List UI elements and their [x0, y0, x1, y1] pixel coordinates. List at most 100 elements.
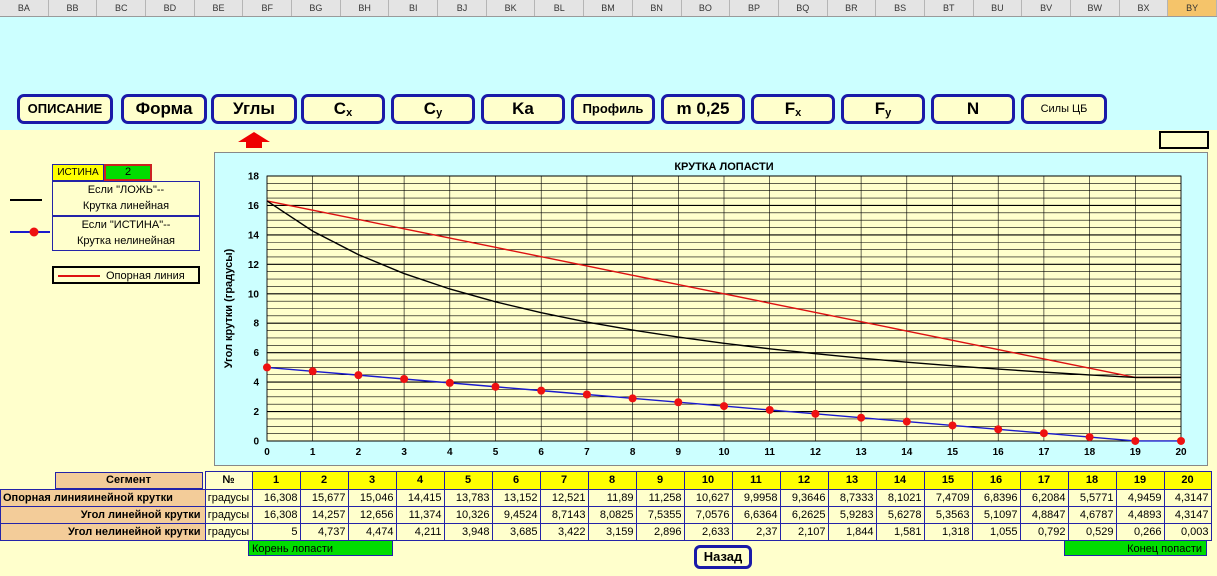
- table-cell[interactable]: 7,5355: [635, 505, 685, 524]
- table-cell[interactable]: 1,844: [827, 522, 877, 541]
- column-header-BO[interactable]: BO: [682, 0, 731, 16]
- nav-button-n[interactable]: N: [931, 94, 1015, 124]
- column-header-BS[interactable]: BS: [876, 0, 925, 16]
- column-header-BR[interactable]: BR: [828, 0, 877, 16]
- flag-value-cell[interactable]: 2: [104, 164, 152, 181]
- table-cell[interactable]: 7,4709: [923, 488, 973, 507]
- column-header-BV[interactable]: BV: [1022, 0, 1071, 16]
- table-cell[interactable]: 1,055: [971, 522, 1021, 541]
- table-cell[interactable]: 4,6787: [1067, 505, 1117, 524]
- table-cell[interactable]: 2,633: [683, 522, 733, 541]
- table-cell[interactable]: 9,9958: [731, 488, 781, 507]
- table-cell[interactable]: 4,737: [299, 522, 349, 541]
- table-cell[interactable]: 4,474: [347, 522, 397, 541]
- table-cell[interactable]: 4,211: [395, 522, 445, 541]
- column-header-BL[interactable]: BL: [535, 0, 585, 16]
- table-cell[interactable]: 6,2625: [779, 505, 829, 524]
- table-cell[interactable]: 4,3147: [1163, 488, 1212, 507]
- column-header-BE[interactable]: BE: [195, 0, 244, 16]
- table-cell[interactable]: 3,159: [587, 522, 637, 541]
- table-cell[interactable]: 8,0825: [587, 505, 637, 524]
- column-header-BP[interactable]: BP: [730, 0, 779, 16]
- column-header-BJ[interactable]: BJ: [438, 0, 487, 16]
- table-cell[interactable]: 10,627: [683, 488, 733, 507]
- table-cell[interactable]: 3,685: [491, 522, 541, 541]
- table-cell[interactable]: 10,326: [443, 505, 493, 524]
- table-cell[interactable]: 4,9459: [1115, 488, 1165, 507]
- table-cell[interactable]: 14,257: [299, 505, 349, 524]
- table-cell[interactable]: 5,9283: [827, 505, 877, 524]
- column-header-BI[interactable]: BI: [389, 0, 439, 16]
- table-cell[interactable]: 13,783: [443, 488, 493, 507]
- nav-button-m025[interactable]: m 0,25: [661, 94, 745, 124]
- table-cell[interactable]: 1,581: [875, 522, 925, 541]
- table-cell[interactable]: 11,89: [587, 488, 637, 507]
- column-header-BX[interactable]: BX: [1120, 0, 1169, 16]
- column-header-BF[interactable]: BF: [243, 0, 293, 16]
- column-header-BY[interactable]: BY: [1168, 0, 1217, 16]
- table-cell[interactable]: 7,0576: [683, 505, 733, 524]
- column-header-BB[interactable]: BB: [49, 0, 98, 16]
- nav-button-fy[interactable]: Fy: [841, 94, 925, 124]
- table-cell[interactable]: 4,4893: [1115, 505, 1165, 524]
- table-cell[interactable]: 0,529: [1067, 522, 1117, 541]
- column-header-BC[interactable]: BC: [97, 0, 147, 16]
- nav-button-fx[interactable]: Fx: [751, 94, 835, 124]
- table-cell[interactable]: 15,046: [347, 488, 397, 507]
- table-cell[interactable]: 5: [251, 522, 301, 541]
- table-cell[interactable]: 16,308: [251, 505, 301, 524]
- nav-button-cy[interactable]: Cy: [391, 94, 475, 124]
- table-cell[interactable]: 9,4524: [491, 505, 541, 524]
- selected-cell[interactable]: [1159, 131, 1209, 149]
- table-cell[interactable]: 0,003: [1163, 522, 1212, 541]
- table-cell[interactable]: 5,1097: [971, 505, 1021, 524]
- column-header-BD[interactable]: BD: [146, 0, 195, 16]
- flag-cell[interactable]: ИСТИНА: [52, 164, 104, 181]
- column-header-BT[interactable]: BT: [925, 0, 974, 16]
- table-cell[interactable]: 9,3646: [779, 488, 829, 507]
- column-header-BK[interactable]: BK: [487, 0, 536, 16]
- nav-button-forma[interactable]: Форма: [121, 94, 207, 124]
- table-cell[interactable]: 6,8396: [971, 488, 1021, 507]
- column-header-BA[interactable]: BA: [0, 0, 49, 16]
- table-cell[interactable]: 2,107: [779, 522, 829, 541]
- column-header-BQ[interactable]: BQ: [779, 0, 828, 16]
- table-cell[interactable]: 8,7333: [827, 488, 877, 507]
- table-cell[interactable]: 0,266: [1115, 522, 1165, 541]
- table-cell[interactable]: 12,521: [539, 488, 589, 507]
- table-cell[interactable]: 4,3147: [1163, 505, 1212, 524]
- column-header-BG[interactable]: BG: [292, 0, 341, 16]
- table-cell[interactable]: 6,2084: [1019, 488, 1069, 507]
- table-cell[interactable]: 3,948: [443, 522, 493, 541]
- table-cell[interactable]: 2,37: [731, 522, 781, 541]
- table-cell[interactable]: 13,152: [491, 488, 541, 507]
- table-cell[interactable]: 11,258: [635, 488, 685, 507]
- back-button[interactable]: Назад: [694, 545, 752, 569]
- table-cell[interactable]: 15,677: [299, 488, 349, 507]
- column-header-BM[interactable]: BM: [584, 0, 633, 16]
- nav-button-cx[interactable]: Cx: [301, 94, 385, 124]
- table-cell[interactable]: 8,7143: [539, 505, 589, 524]
- table-cell[interactable]: 4,8847: [1019, 505, 1069, 524]
- table-cell[interactable]: 14,415: [395, 488, 445, 507]
- table-cell[interactable]: 5,3563: [923, 505, 973, 524]
- table-cell[interactable]: 3,422: [539, 522, 589, 541]
- nav-button-ka[interactable]: Ka: [481, 94, 565, 124]
- table-cell[interactable]: 5,6278: [875, 505, 925, 524]
- table-cell[interactable]: 0,792: [1019, 522, 1069, 541]
- column-header-BH[interactable]: BH: [341, 0, 390, 16]
- table-cell[interactable]: 1,318: [923, 522, 973, 541]
- table-cell[interactable]: 11,374: [395, 505, 445, 524]
- table-cell[interactable]: 6,6364: [731, 505, 781, 524]
- column-header-BN[interactable]: BN: [633, 0, 682, 16]
- table-cell[interactable]: 2,896: [635, 522, 685, 541]
- nav-button-opisanie[interactable]: ОПИСАНИЕ: [17, 94, 113, 124]
- table-cell[interactable]: 16,308: [251, 488, 301, 507]
- table-cell[interactable]: 5,5771: [1067, 488, 1117, 507]
- column-header-BU[interactable]: BU: [974, 0, 1023, 16]
- table-cell[interactable]: 8,1021: [875, 488, 925, 507]
- table-cell[interactable]: 12,656: [347, 505, 397, 524]
- column-header-BW[interactable]: BW: [1071, 0, 1120, 16]
- nav-button-ugly[interactable]: Углы: [211, 94, 297, 124]
- nav-button-sily-cb[interactable]: Силы ЦБ: [1021, 94, 1107, 124]
